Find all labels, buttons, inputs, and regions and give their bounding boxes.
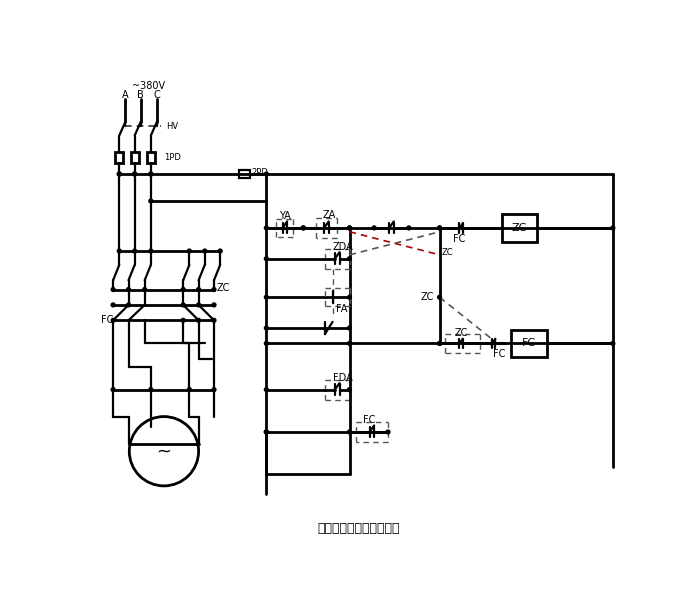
Circle shape [611,226,615,230]
Circle shape [133,172,136,176]
Circle shape [265,430,268,434]
Text: HV: HV [167,122,178,131]
Bar [502,214,538,241]
Circle shape [111,303,115,307]
Circle shape [348,430,351,434]
Circle shape [111,318,115,322]
Bar [239,170,250,178]
Circle shape [265,226,268,230]
Circle shape [302,226,305,230]
Circle shape [111,387,115,392]
Circle shape [348,226,351,230]
Text: 1PD: 1PD [164,153,181,161]
Circle shape [265,387,268,392]
Circle shape [348,341,351,346]
Text: B: B [137,91,144,100]
Circle shape [212,387,216,392]
Circle shape [111,288,115,291]
Circle shape [438,341,442,346]
Circle shape [197,318,200,322]
Circle shape [265,257,268,261]
Circle shape [611,341,615,346]
Text: YA: YA [279,211,290,221]
Circle shape [149,172,153,176]
Text: ZDA: ZDA [332,242,354,252]
Circle shape [212,318,216,322]
Circle shape [438,341,442,346]
Circle shape [348,257,351,261]
Circle shape [188,249,191,253]
Circle shape [438,226,442,230]
Circle shape [438,295,442,299]
Circle shape [118,172,121,176]
Text: ZC: ZC [442,248,454,257]
Circle shape [118,172,121,176]
Text: FDA: FDA [332,373,352,383]
Text: 可逆点动、起动混合控制: 可逆点动、起动混合控制 [318,522,400,535]
Bar [131,152,139,163]
Circle shape [149,249,153,253]
Bar [147,152,155,163]
Circle shape [181,288,185,291]
Circle shape [348,226,351,230]
Text: ZC: ZC [455,328,468,338]
Circle shape [348,387,351,392]
Circle shape [133,172,136,176]
Text: ZC: ZC [216,283,230,293]
Circle shape [265,341,268,346]
Circle shape [265,172,268,176]
Circle shape [265,326,268,330]
Circle shape [372,226,376,230]
Circle shape [438,226,442,230]
Text: C: C [153,91,160,100]
Text: 2PD: 2PD [251,168,268,177]
Text: FC: FC [453,233,465,244]
Circle shape [212,303,216,307]
Circle shape [188,387,191,392]
Circle shape [265,430,268,434]
Circle shape [212,288,216,291]
Text: ~: ~ [156,442,172,460]
Text: ZC: ZC [512,223,527,233]
Circle shape [127,288,130,291]
Circle shape [386,430,390,434]
Text: ZC: ZC [420,292,434,302]
Bar [116,152,123,163]
Text: FC: FC [101,315,113,325]
Circle shape [149,172,153,176]
Text: FA: FA [336,304,347,314]
Circle shape [302,226,305,230]
Circle shape [265,295,268,299]
Circle shape [118,249,121,253]
Circle shape [143,288,146,291]
Text: FC: FC [363,415,376,426]
Circle shape [133,249,136,253]
Circle shape [203,249,206,253]
Bar [511,330,547,357]
Text: A: A [122,91,129,100]
Circle shape [149,199,153,203]
Circle shape [348,295,351,299]
Text: ZA: ZA [323,210,336,220]
Text: FC: FC [493,349,505,359]
Circle shape [348,326,351,330]
Circle shape [127,303,130,307]
Circle shape [149,387,153,392]
Circle shape [197,303,200,307]
Circle shape [218,249,222,253]
Circle shape [197,288,200,291]
Text: ~380V: ~380V [132,81,164,91]
Circle shape [181,318,185,322]
Text: FC: FC [522,338,536,349]
Circle shape [407,226,411,230]
Circle shape [181,303,185,307]
